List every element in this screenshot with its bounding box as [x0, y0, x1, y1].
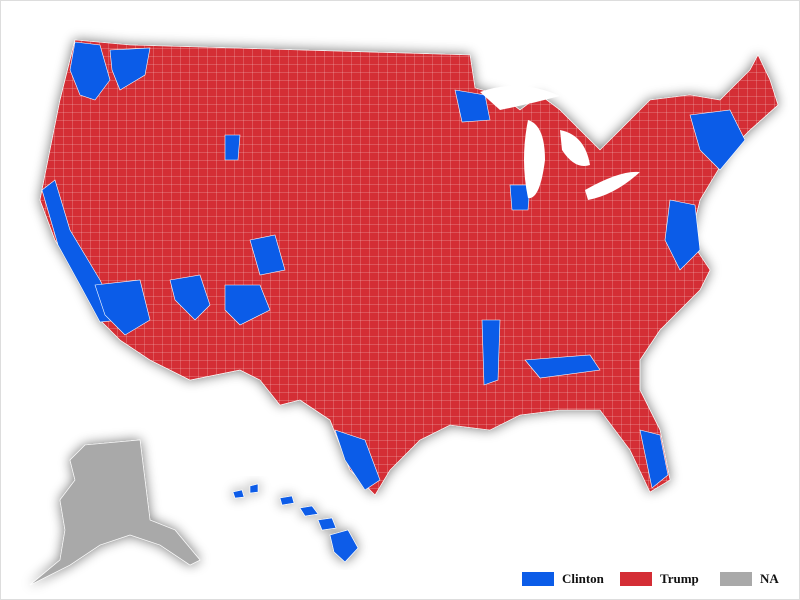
utah	[224, 134, 241, 161]
new-mexico	[224, 284, 271, 326]
island	[279, 495, 295, 506]
legend-label: Trump	[660, 571, 699, 586]
alaska-shape	[29, 439, 201, 586]
island	[232, 489, 245, 499]
legend-swatch	[522, 572, 554, 586]
legend-swatch	[720, 572, 752, 586]
colorado	[249, 234, 286, 276]
seattle	[109, 47, 151, 91]
black-belt	[524, 354, 601, 379]
hawaii	[232, 483, 359, 563]
lake-superior	[480, 85, 560, 110]
south-florida	[639, 429, 669, 489]
mid-atlantic	[664, 199, 701, 271]
clinton-areas	[41, 41, 746, 491]
great-lakes	[480, 85, 640, 200]
island	[317, 517, 337, 531]
minnesota	[454, 89, 491, 123]
lake-huron	[560, 130, 590, 166]
alaska	[29, 439, 201, 586]
lake-erie	[585, 171, 640, 200]
lake-michigan	[524, 120, 545, 199]
chicago	[509, 184, 531, 211]
pacific-northwest	[69, 41, 111, 101]
la-area	[94, 279, 151, 336]
legend-swatch	[620, 572, 652, 586]
island	[299, 505, 319, 517]
mississippi-delta	[481, 319, 501, 386]
arizona	[169, 274, 211, 321]
island	[329, 529, 359, 563]
texas-border	[334, 429, 381, 491]
legend-label: Clinton	[562, 571, 605, 586]
island	[249, 483, 259, 494]
northeast	[689, 109, 746, 171]
legend: Clinton Trump NA	[522, 571, 779, 586]
legend-label: NA	[760, 571, 779, 586]
county-lines	[40, 40, 778, 495]
